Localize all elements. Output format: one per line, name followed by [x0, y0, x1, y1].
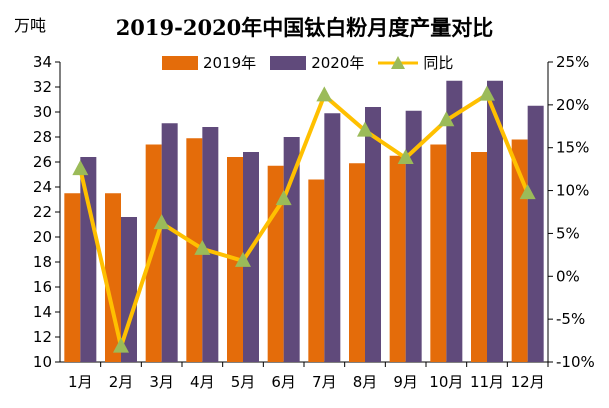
y2-tick-label: -5%: [556, 310, 585, 328]
bar-2020: [446, 80, 463, 362]
legend-item-2019: 2019年: [162, 52, 256, 73]
y-tick-label: 22: [33, 203, 52, 221]
legend-label-2020: 2020年: [311, 54, 365, 72]
x-tick-label: 6月: [271, 373, 296, 391]
y-tick-label: 14: [33, 303, 52, 321]
bar-2020: [283, 137, 300, 362]
x-tick-label: 3月: [149, 373, 174, 391]
bar-2020: [405, 110, 422, 362]
bar-2020: [202, 127, 219, 362]
legend-label-2019: 2019年: [203, 54, 257, 72]
bar-2019: [308, 179, 325, 362]
bar-2019: [389, 155, 406, 362]
y-tick-label: 32: [33, 78, 52, 96]
bar-2019: [64, 193, 81, 362]
bar-2019: [471, 152, 487, 362]
legend: 2019年 2020年 同比: [162, 52, 453, 73]
y2-tick-label: 15%: [556, 139, 589, 157]
y2-tick-label: -10%: [556, 353, 595, 371]
chart-title: 2019-2020年中国钛白粉月度产量对比: [115, 15, 494, 40]
y-axis-unit-label: 万吨: [14, 16, 47, 35]
x-tick-label: 1月: [68, 373, 93, 391]
legend-swatch-yoy: [378, 55, 419, 69]
y-tick-label: 12: [33, 328, 52, 346]
bar-2019: [186, 138, 203, 362]
x-tick-label: 11月: [470, 373, 504, 391]
yoy-marker: [194, 239, 211, 255]
bar-2020: [121, 217, 137, 362]
yoy-marker: [275, 190, 292, 206]
y-tick-label: 30: [33, 103, 52, 121]
x-tick-label: 5月: [231, 373, 256, 391]
y2-tick-label: 0%: [556, 267, 580, 285]
x-tick-label: 9月: [393, 373, 418, 391]
y-tick-label: 34: [33, 53, 52, 71]
yoy-marker: [113, 337, 129, 353]
legend-swatch-2020: [270, 55, 307, 70]
yoy-marker: [438, 111, 455, 127]
yoy-marker: [153, 214, 170, 230]
y-tick-label: 20: [33, 228, 52, 246]
yoy-marker: [72, 160, 89, 176]
yoy-line: [78, 92, 530, 349]
y-tick-label: 24: [33, 178, 52, 196]
bar-2019: [430, 144, 447, 362]
x-tick-label: 10月: [429, 373, 463, 391]
yoy-marker: [316, 86, 333, 102]
bar-2020: [161, 123, 178, 362]
y-tick-label: 18: [33, 253, 52, 271]
y2-tick-label: 20%: [556, 96, 589, 114]
legend-label-yoy: 同比: [423, 54, 454, 72]
y-tick-label: 28: [33, 128, 52, 146]
bar-2020: [324, 113, 341, 362]
yoy-marker: [397, 149, 414, 164]
legend-item-2020: 2020年: [270, 52, 364, 73]
bar-2020: [80, 157, 97, 362]
y2-tick-label: 10%: [556, 182, 589, 200]
yoy-marker: [479, 85, 495, 101]
x-tick-label: 7月: [312, 373, 337, 391]
bar-2019: [105, 193, 121, 362]
yoy-marker: [519, 184, 536, 200]
bar-2020: [243, 152, 259, 362]
x-tick-label: 8月: [353, 373, 378, 391]
bar-2019: [349, 163, 365, 362]
y-tick-label: 26: [33, 153, 52, 171]
bar-2020: [487, 80, 503, 362]
x-tick-label: 4月: [190, 373, 215, 391]
y2-tick-label: 25%: [556, 53, 589, 71]
y2-tick-label: 5%: [556, 224, 580, 242]
y-tick-label: 16: [33, 278, 52, 296]
bar-2020: [365, 107, 381, 362]
legend-swatch-2019: [162, 55, 198, 70]
legend-item-yoy: 同比: [378, 52, 453, 73]
x-tick-label: 12月: [511, 373, 545, 391]
bar-2020: [527, 105, 544, 362]
yoy-marker: [235, 251, 251, 267]
yoy-marker: [357, 121, 373, 137]
y-tick-label: 10: [33, 353, 52, 371]
x-tick-label: 2月: [109, 373, 134, 391]
